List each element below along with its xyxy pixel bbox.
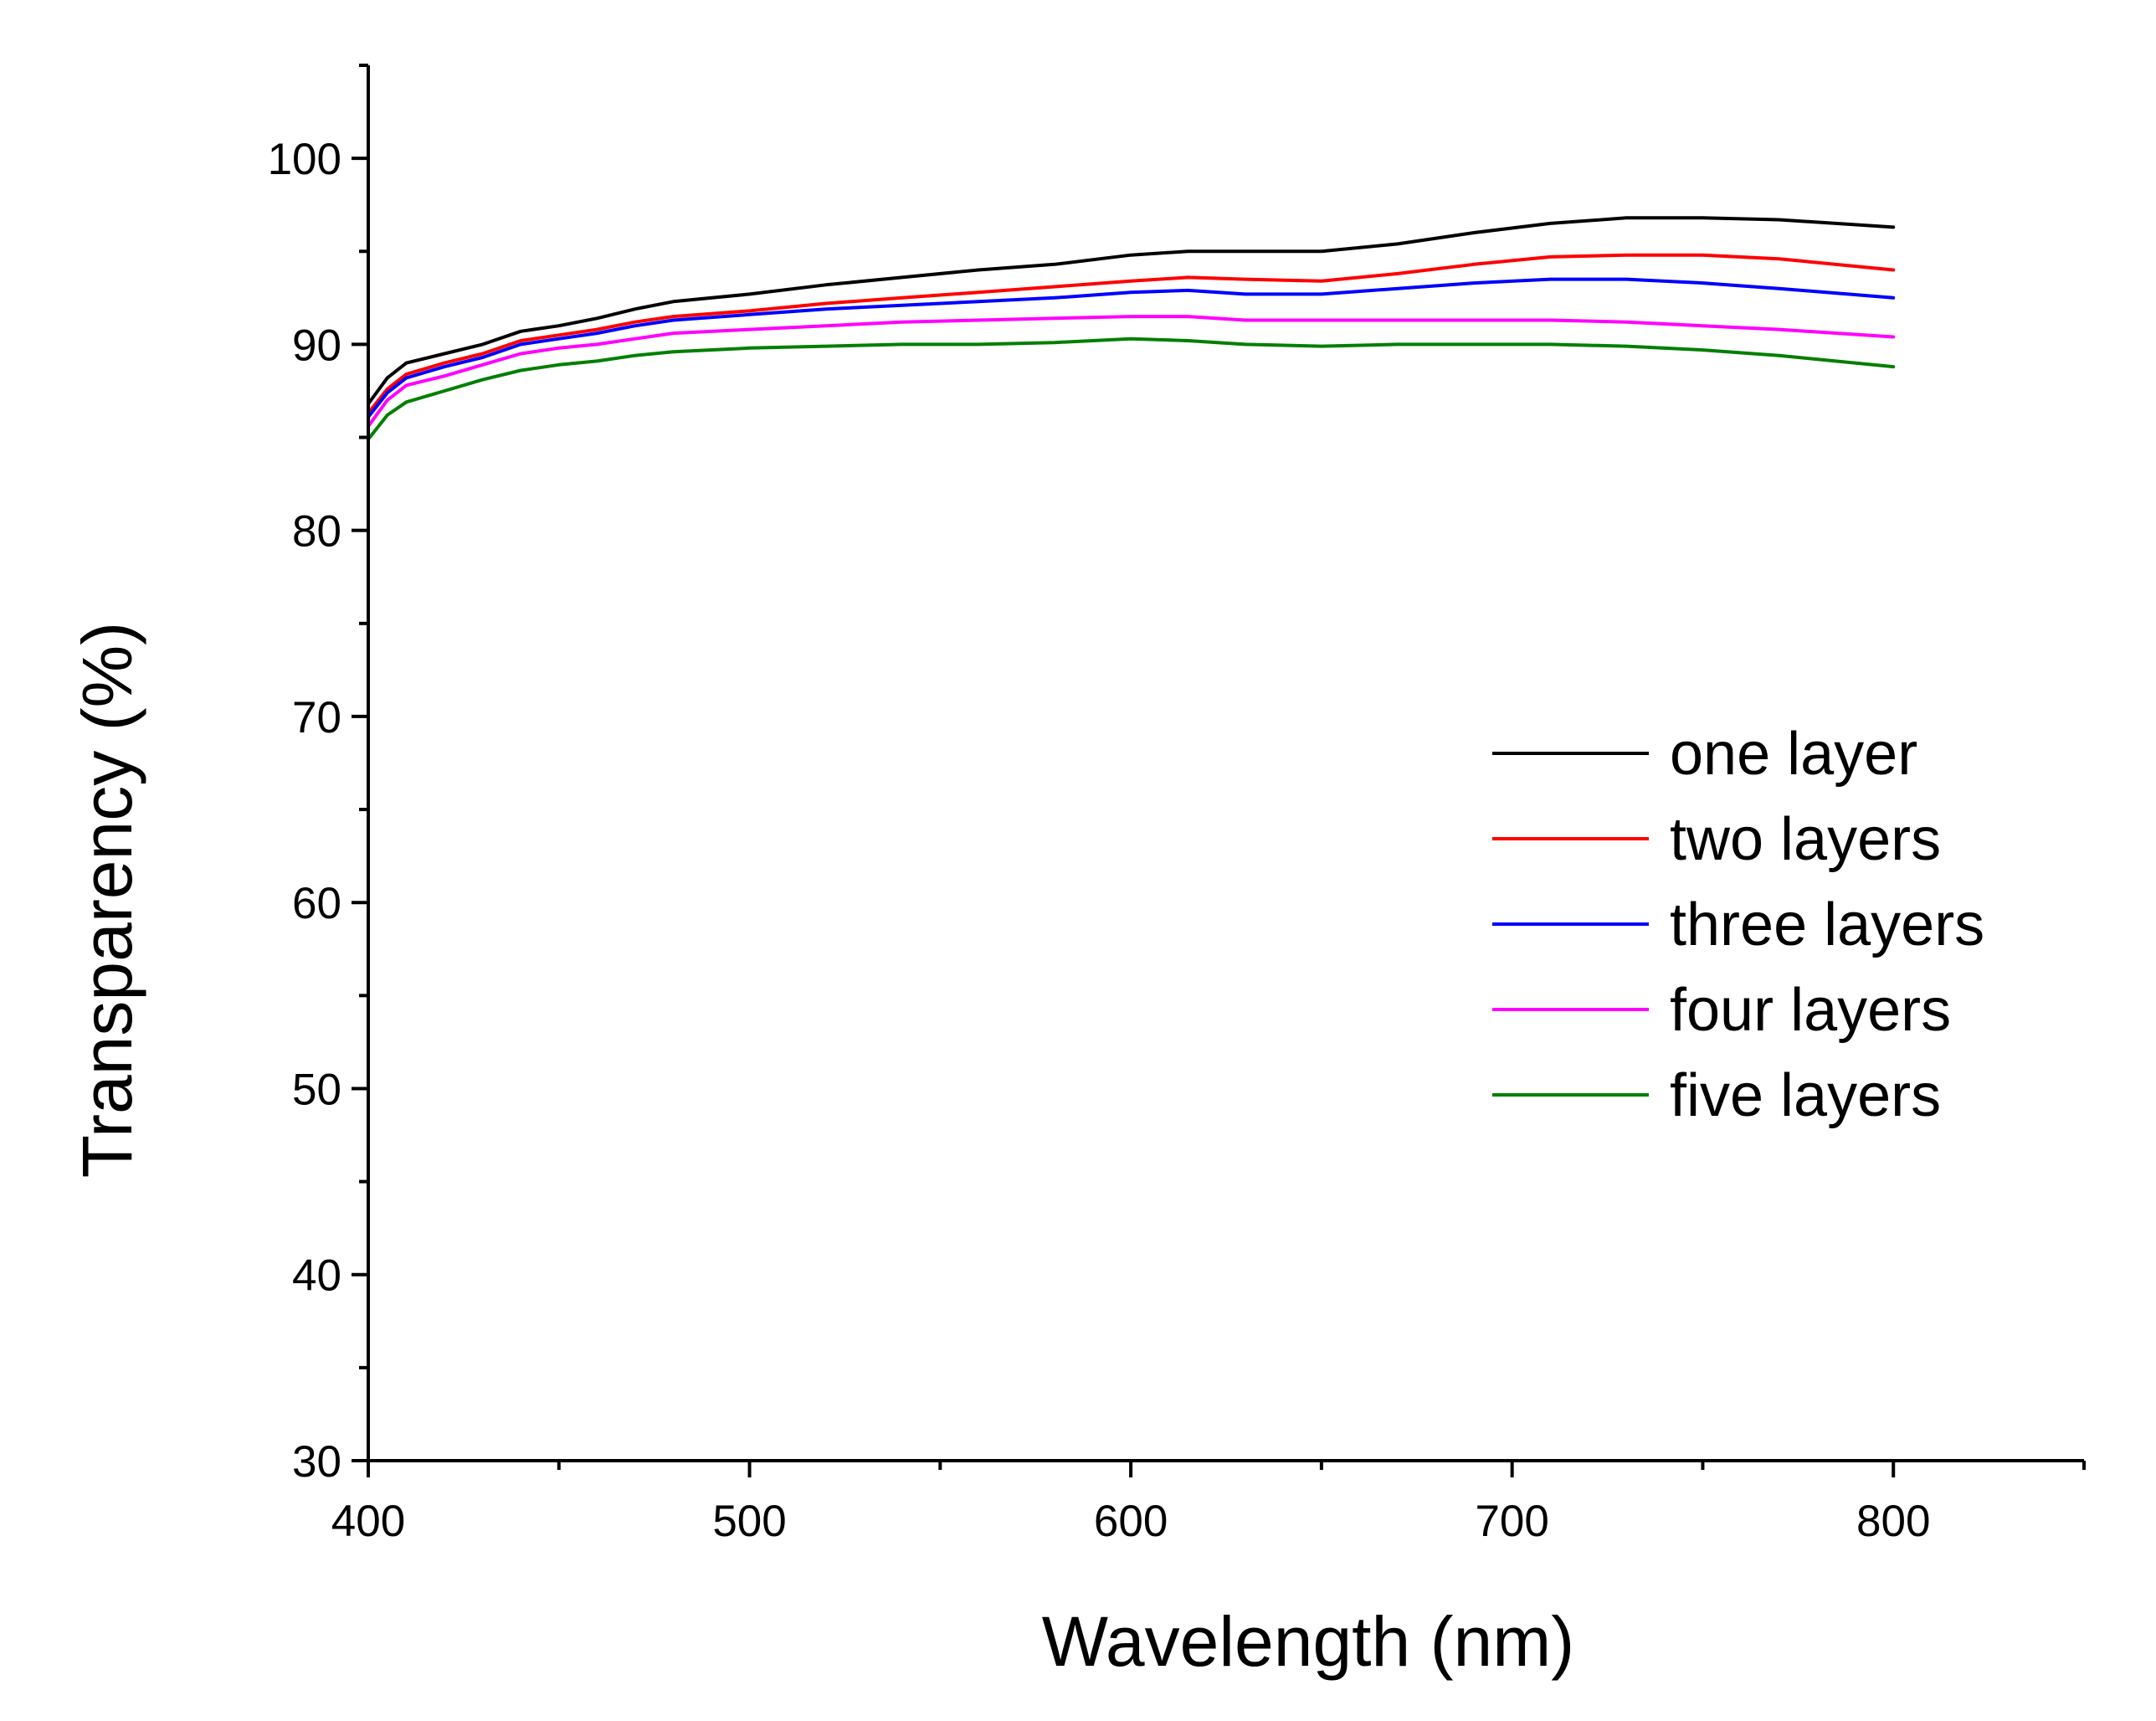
- y-tick-label: 40: [292, 1251, 341, 1301]
- y-tick-label: 60: [292, 879, 341, 928]
- y-tick-label: 70: [292, 693, 341, 742]
- series-layer: [367, 216, 1896, 441]
- legend-label: three layers: [1670, 891, 1984, 958]
- y-tick-label: 30: [292, 1437, 341, 1487]
- x-tick-label: 400: [331, 1497, 405, 1546]
- legend-label: one layer: [1670, 721, 1917, 788]
- legend: one layer two layers three layers four laye…: [1492, 721, 1984, 1129]
- y-axis-title: Transparency (%): [68, 622, 146, 1178]
- y-tick-label: 50: [292, 1065, 341, 1114]
- series-line-five-layers: [367, 336, 1896, 441]
- legend-label: two layers: [1670, 806, 1941, 873]
- x-tick-label: 500: [712, 1497, 786, 1546]
- axes: [367, 65, 2084, 1462]
- legend-label: five layers: [1670, 1062, 1941, 1129]
- x-axis-title: Wavelength (nm): [1042, 1602, 1574, 1681]
- series-line-one-layer: [367, 216, 1896, 406]
- y-tick-label: 90: [292, 321, 341, 370]
- series-line-three-layers: [367, 277, 1896, 419]
- x-tick-label: 600: [1094, 1497, 1168, 1546]
- x-tick-label: 700: [1475, 1497, 1548, 1546]
- ticks: 30 40 50 60 70 80 90 100 400 500 600 700 800: [268, 64, 2086, 1546]
- x-tick-label: 800: [1856, 1497, 1930, 1546]
- series-line-four-layers: [367, 315, 1896, 429]
- series-line-two-layers: [367, 253, 1896, 415]
- legend-label: four layers: [1670, 977, 1951, 1044]
- y-tick-label: 80: [292, 507, 341, 557]
- y-tick-label: 100: [268, 135, 341, 184]
